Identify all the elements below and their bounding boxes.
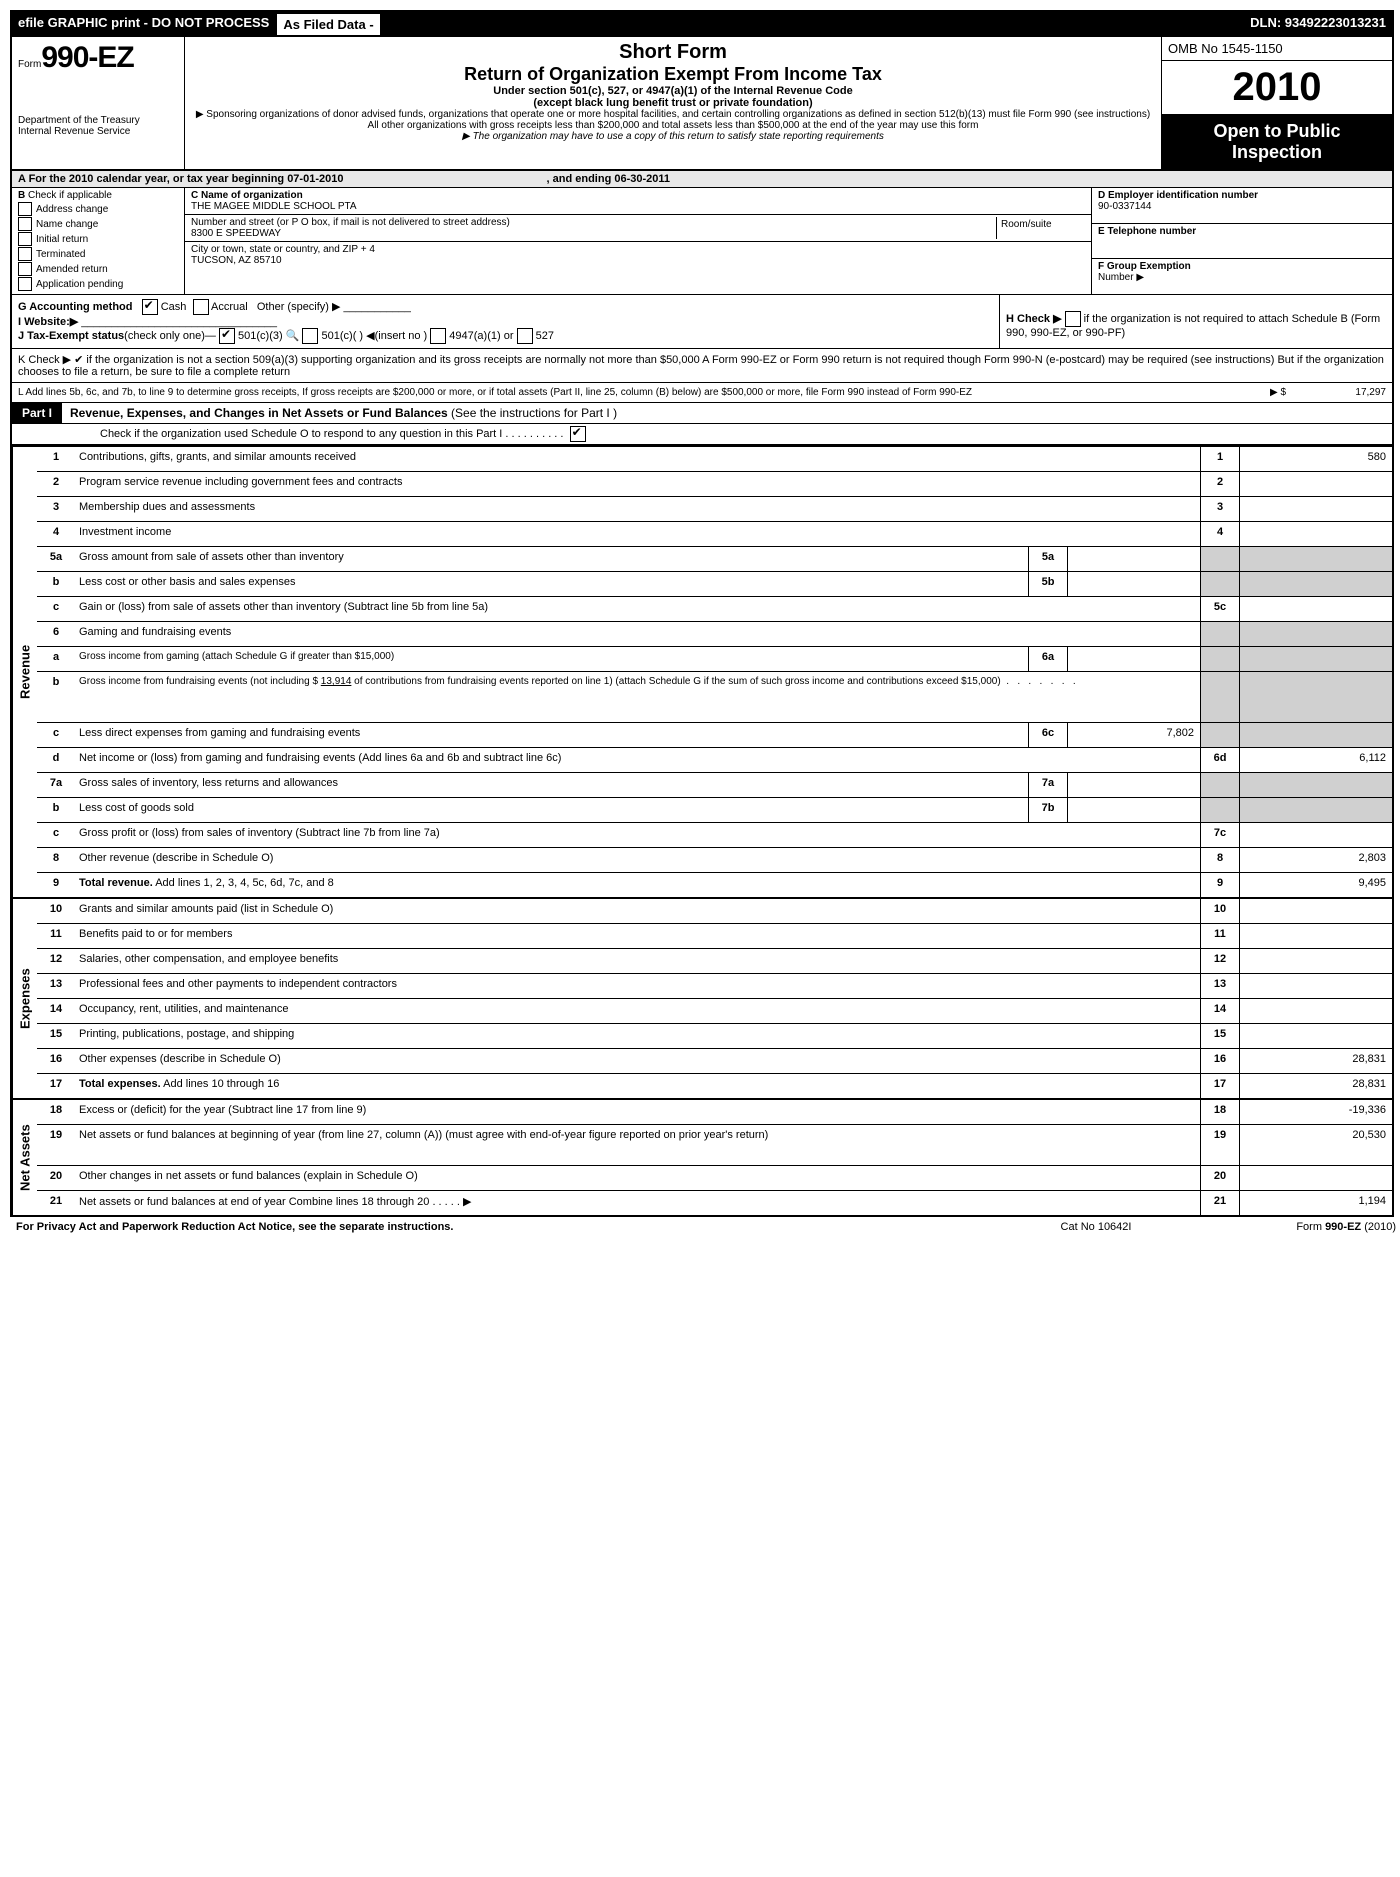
sponsor-note: ▶ Sponsoring organizations of donor advi… xyxy=(195,109,1151,131)
f-label2: Number ▶ xyxy=(1098,272,1386,283)
chk-schedule-b[interactable] xyxy=(1065,311,1081,327)
chk-501c3[interactable] xyxy=(219,328,235,344)
street-value: 8300 E SPEEDWAY xyxy=(191,228,996,239)
chk-cash[interactable] xyxy=(142,299,158,315)
top-bar: efile GRAPHIC print - DO NOT PROCESS As … xyxy=(12,12,1392,37)
line6d-value: 6,112 xyxy=(1239,748,1392,772)
h-check: H Check ▶ if the organization is not req… xyxy=(999,295,1392,348)
line21-value: 1,194 xyxy=(1239,1191,1392,1215)
header-right: OMB No 1545-1150 2010 Open to Public Ins… xyxy=(1161,37,1392,169)
part1-badge: Part I xyxy=(12,403,62,423)
street-label: Number and street (or P O box, if mail i… xyxy=(191,217,996,228)
chk-name-change[interactable] xyxy=(18,217,32,231)
header-center: Short Form Return of Organization Exempt… xyxy=(185,37,1161,169)
topbar-left: efile GRAPHIC print - DO NOT PROCESS xyxy=(12,12,275,37)
part1-header: Part I Revenue, Expenses, and Changes in… xyxy=(12,403,1392,424)
return-title: Return of Organization Exempt From Incom… xyxy=(195,64,1151,85)
line19-value: 20,530 xyxy=(1239,1125,1392,1165)
chk-4947[interactable] xyxy=(430,328,446,344)
line9-value: 9,495 xyxy=(1239,873,1392,897)
dept-treasury: Department of the Treasury xyxy=(18,115,178,126)
open-public: Open to Public Inspection xyxy=(1162,115,1392,169)
omb-number: OMB No 1545-1150 xyxy=(1162,37,1392,61)
c-name-label: C Name of organization xyxy=(191,190,1085,201)
revenue-side-label: Revenue xyxy=(12,447,37,897)
row-g-i-j-h: G Accounting method Cash Accrual Other (… xyxy=(12,295,1392,349)
irs-label: Internal Revenue Service xyxy=(18,126,178,137)
netassets-side-label: Net Assets xyxy=(12,1100,37,1215)
short-form-title: Short Form xyxy=(195,41,1151,64)
header-left: Form990-EZ Department of the Treasury In… xyxy=(12,37,185,169)
tax-exempt-row: J Tax-Exempt status(check only one)— 501… xyxy=(18,328,993,344)
topbar-right: DLN: 93492223013231 xyxy=(1244,12,1392,37)
form-990ez: efile GRAPHIC print - DO NOT PROCESS As … xyxy=(10,10,1394,1217)
e-label: E Telephone number xyxy=(1098,226,1386,237)
row-l: L Add lines 5b, 6c, and 7b, to line 9 to… xyxy=(12,383,1392,403)
row-k: K Check ▶ ✔ if the organization is not a… xyxy=(12,349,1392,383)
footer-privacy: For Privacy Act and Paperwork Reduction … xyxy=(16,1221,996,1233)
col-b: B Check if applicable Address change Nam… xyxy=(12,188,185,294)
accounting-method: G Accounting method Cash Accrual Other (… xyxy=(18,299,993,315)
col-de: D Employer identification number 90-0337… xyxy=(1091,188,1392,294)
room-suite: Room/suite xyxy=(996,217,1085,239)
chk-amended[interactable] xyxy=(18,262,32,276)
form-number: Form990-EZ xyxy=(18,41,178,75)
d-label: D Employer identification number xyxy=(1098,190,1386,201)
state-note: ▶ The organization may have to use a cop… xyxy=(195,131,1151,142)
line16-value: 28,831 xyxy=(1239,1049,1392,1073)
tax-year: 2010 xyxy=(1162,61,1392,115)
part1-title: Revenue, Expenses, and Changes in Net As… xyxy=(62,403,1392,423)
part1-check-line: Check if the organization used Schedule … xyxy=(12,424,1392,445)
footer-formid: Form 990-EZ (2010) xyxy=(1196,1221,1396,1233)
topbar-mid: As Filed Data - xyxy=(277,14,379,35)
chk-accrual[interactable] xyxy=(193,299,209,315)
line1-value: 580 xyxy=(1239,447,1392,471)
line8-value: 2,803 xyxy=(1239,848,1392,872)
chk-initial-return[interactable] xyxy=(18,232,32,246)
footer-catno: Cat No 10642I xyxy=(996,1221,1196,1233)
chk-address-change[interactable] xyxy=(18,202,32,216)
netassets-section: Net Assets 18Excess or (deficit) for the… xyxy=(12,1098,1392,1215)
chk-terminated[interactable] xyxy=(18,247,32,261)
chk-527[interactable] xyxy=(517,328,533,344)
expenses-section: Expenses 10Grants and similar amounts pa… xyxy=(12,897,1392,1098)
website-row: I Website:▶ ____________________________… xyxy=(18,315,993,328)
under-section: Under section 501(c), 527, or 4947(a)(1)… xyxy=(195,85,1151,97)
line18-value: -19,336 xyxy=(1239,1100,1392,1124)
except-note: (except black lung benefit trust or priv… xyxy=(195,97,1151,109)
revenue-section: Revenue 1Contributions, gifts, grants, a… xyxy=(12,445,1392,897)
chk-schedule-o[interactable] xyxy=(570,426,586,442)
line6c-value: 7,802 xyxy=(1067,723,1200,747)
gross-receipts: 17,297 xyxy=(1286,387,1386,398)
ein-value: 90-0337144 xyxy=(1098,201,1386,212)
org-name: THE MAGEE MIDDLE SCHOOL PTA xyxy=(191,201,1085,212)
footer: For Privacy Act and Paperwork Reduction … xyxy=(10,1217,1400,1237)
city-label: City or town, state or country, and ZIP … xyxy=(191,244,1085,255)
chk-501c[interactable] xyxy=(302,328,318,344)
city-value: TUCSON, AZ 85710 xyxy=(191,255,1085,266)
chk-app-pending[interactable] xyxy=(18,277,32,291)
f-label: F Group Exemption xyxy=(1098,261,1386,272)
block-b-c-d: B Check if applicable Address change Nam… xyxy=(12,188,1392,295)
expenses-side-label: Expenses xyxy=(12,899,37,1098)
col-c: C Name of organization THE MAGEE MIDDLE … xyxy=(185,188,1091,294)
line17-value: 28,831 xyxy=(1239,1074,1392,1098)
section-a: A For the 2010 calendar year, or tax yea… xyxy=(12,171,1392,188)
header-row: Form990-EZ Department of the Treasury In… xyxy=(12,37,1392,171)
